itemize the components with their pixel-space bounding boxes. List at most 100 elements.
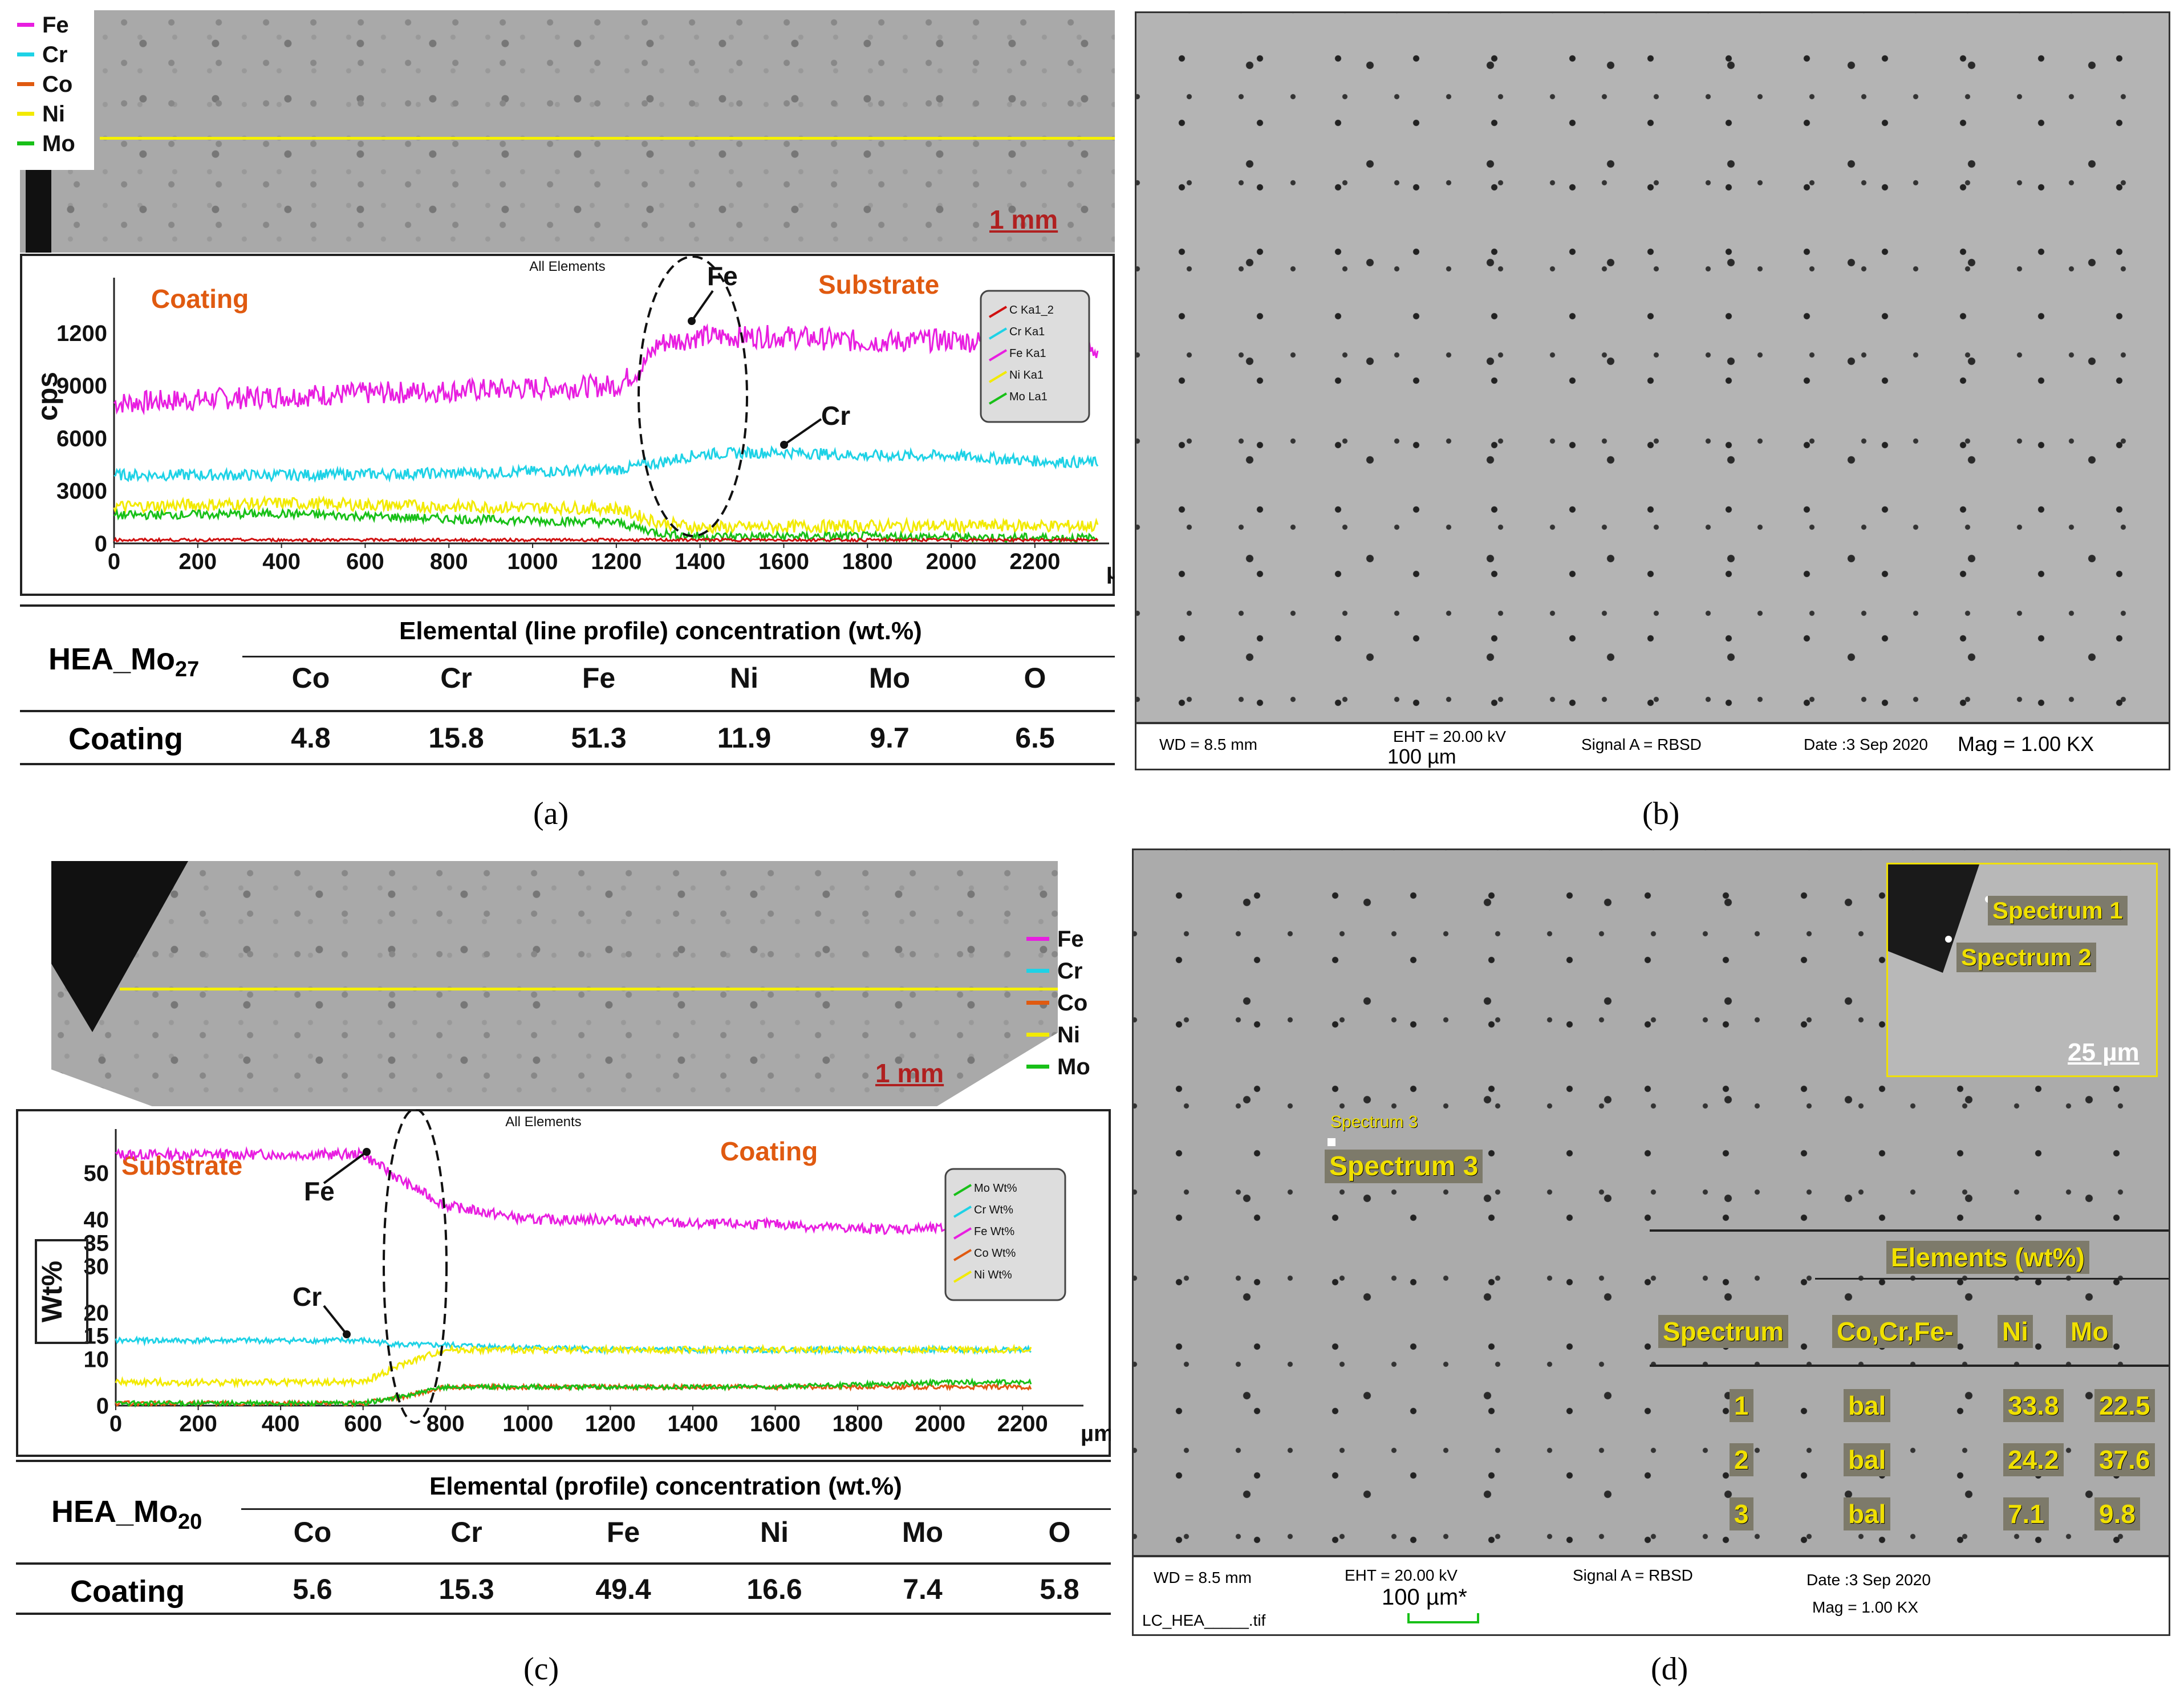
a-x-tick-label: 2200: [1009, 549, 1060, 574]
panel-c-table-header-rule: [16, 1562, 1111, 1565]
panel-a-table-mid-rule: [242, 656, 1115, 657]
panel-d-sem-micrograph: Spectrum 1 Spectrum 2 25 µm Spectrum 3 S…: [1132, 848, 2170, 1636]
a-y-tick-label: 3000: [56, 479, 107, 504]
panel-b-mag: Mag = 1.00 KX: [1958, 732, 2094, 756]
panel-c-scan-line: [120, 988, 1058, 990]
a-chart-title: All Elements: [529, 259, 605, 274]
c-legend-entry: Cr Wt%: [974, 1204, 1013, 1216]
panel-c-sample-main: HEA_Mo: [51, 1495, 178, 1529]
panel-d-wd: WD = 8.5 mm: [1154, 1569, 1252, 1586]
panel-d-file: LC_HEA_____.tif: [1142, 1611, 1266, 1629]
panel-d-col-header: Spectrum: [1658, 1315, 1789, 1348]
a-legend-entry: C Ka1_2: [1009, 304, 1054, 316]
a-legend-entry: Cr Ka1: [1009, 326, 1045, 338]
a-y-axis-label: cps: [31, 372, 63, 421]
panel-a-table-top-rule: [20, 604, 1115, 607]
a-annotation-arrowhead: [688, 317, 696, 325]
a-x-tick-label: 600: [346, 549, 384, 574]
panel-c-table-bottom-rule: [16, 1613, 1111, 1615]
panel-d-cell-value: 7.1: [2003, 1497, 2049, 1530]
a-x-tick-label: 0: [108, 549, 120, 574]
panel-c-cell-value: 15.3: [439, 1573, 494, 1605]
panel-c-cell-value: 5.6: [293, 1573, 332, 1605]
panel-d-inset-marker-2: [1945, 936, 1952, 943]
panel-b-eht: EHT = 20.00 kV: [1393, 728, 1506, 745]
a-series-cr: [113, 445, 1099, 483]
a-y-tick-label: 0: [95, 531, 107, 557]
c-legend-swatch: [953, 1270, 972, 1283]
panel-a-col-header: Ni: [730, 662, 758, 694]
panel-d-cell-value: bal: [1844, 1497, 1891, 1530]
panel-a-legend-label: Cr: [42, 42, 68, 67]
panel-d-col-header: Mo: [2066, 1315, 2113, 1348]
c-x-tick-label: 1200: [585, 1411, 636, 1436]
a-y-tick-label: 9000: [56, 373, 107, 399]
c-x-tick-label: 2000: [915, 1411, 965, 1436]
panel-d-table-top-rule: [1650, 1229, 2169, 1232]
c-legend-entry: Ni Wt%: [974, 1269, 1012, 1281]
c-series-fe: [115, 1146, 1032, 1237]
panel-a-legend-label: Mo: [42, 131, 75, 156]
a-legend-swatch: [988, 371, 1008, 383]
a-annotation-cr: Cr: [821, 401, 850, 431]
c-y-tick-label: 40: [84, 1208, 109, 1233]
c-annotation-arrowhead: [343, 1330, 351, 1338]
panel-c-legend-label: Fe: [1057, 927, 1084, 952]
c-x-tick-label: 1600: [750, 1411, 801, 1436]
panel-d-cell-value: 24.2: [2003, 1443, 2064, 1476]
panel-d-cell-value: bal: [1844, 1443, 1891, 1476]
panel-a-legend-swatch: [17, 82, 34, 86]
panel-c-legend-swatch: [1026, 937, 1049, 941]
c-x-tick-label: 800: [427, 1411, 465, 1436]
panel-d-cell-value: bal: [1844, 1389, 1891, 1422]
c-x-tick-label: 1800: [833, 1411, 883, 1436]
panel-d-signal: Signal A = RBSD: [1573, 1566, 1693, 1584]
a-y-tick-label: 6000: [56, 426, 107, 451]
panel-d-spectrum-3-marker: [1328, 1138, 1335, 1146]
panel-c-legend-label: Ni: [1057, 1022, 1080, 1047]
a-legend-entry: Mo La1: [1009, 391, 1048, 403]
panel-c-table-mid-rule: [241, 1508, 1111, 1510]
panel-d-table-mid-rule: [1815, 1278, 2169, 1280]
c-x-tick-label: 400: [262, 1411, 300, 1436]
panel-c-col-header: O: [1048, 1516, 1071, 1548]
panel-d-spectrum-2: Spectrum 2: [1956, 943, 2096, 972]
panel-d-scale-bar: [1407, 1613, 1479, 1623]
c-legend-entry: Co Wt%: [974, 1247, 1016, 1260]
c-y-axis-label: Wt%: [36, 1261, 68, 1322]
panel-c-table-heading: Elemental (profile) concentration (wt.%): [429, 1472, 902, 1500]
a-x-tick-label: 800: [430, 549, 468, 574]
panel-a-legend-swatch: [17, 141, 34, 145]
c-annotation-arrow: [323, 1305, 348, 1335]
panel-b-databar: WD = 8.5 mm EHT = 20.00 kV 100 µm Signal…: [1136, 722, 2169, 769]
panel-c-row-label: Coating: [70, 1574, 185, 1609]
a-legend-entry: Ni Ka1: [1009, 369, 1044, 381]
c-annotation-arrow: [323, 1151, 368, 1184]
panel-d-cell-value: 9.8: [2094, 1497, 2140, 1530]
panel-d-col-header: Ni: [1998, 1315, 2033, 1348]
c-legend-swatch: [953, 1205, 972, 1218]
panel-d-cell-value: 37.6: [2094, 1443, 2155, 1476]
panel-a-cell-value: 9.7: [870, 722, 910, 754]
panel-c-legend-swatch: [1026, 1065, 1049, 1069]
panel-c-legend-label: Cr: [1057, 959, 1083, 984]
c-legend-swatch: [953, 1227, 972, 1240]
a-annotation-fe: Fe: [707, 261, 738, 291]
a-series-ni: [113, 495, 1099, 535]
c-x-tick-label: 1000: [502, 1411, 553, 1436]
a-legend-swatch: [988, 349, 1008, 362]
panel-c-col-header: Co: [293, 1516, 332, 1548]
c-x-tick-label: 0: [109, 1411, 122, 1436]
c-annotation-fe: Fe: [304, 1176, 335, 1206]
c-chart-title: All Elements: [505, 1114, 581, 1130]
panel-b-signal: Signal A = RBSD: [1581, 736, 1702, 753]
a-x-tick-label: 2000: [926, 549, 977, 574]
a-legend-swatch: [988, 392, 1008, 405]
panel-b-date: Date :3 Sep 2020: [1804, 736, 1928, 753]
c-annotation-cr: Cr: [293, 1282, 322, 1312]
c-legend-swatch: [953, 1184, 972, 1196]
a-x-tick-label: 1400: [675, 549, 725, 574]
a-x-tick-label: 200: [178, 549, 217, 574]
panel-c-col-header: Fe: [606, 1516, 640, 1548]
panel-c-cell-value: 16.6: [746, 1573, 802, 1605]
